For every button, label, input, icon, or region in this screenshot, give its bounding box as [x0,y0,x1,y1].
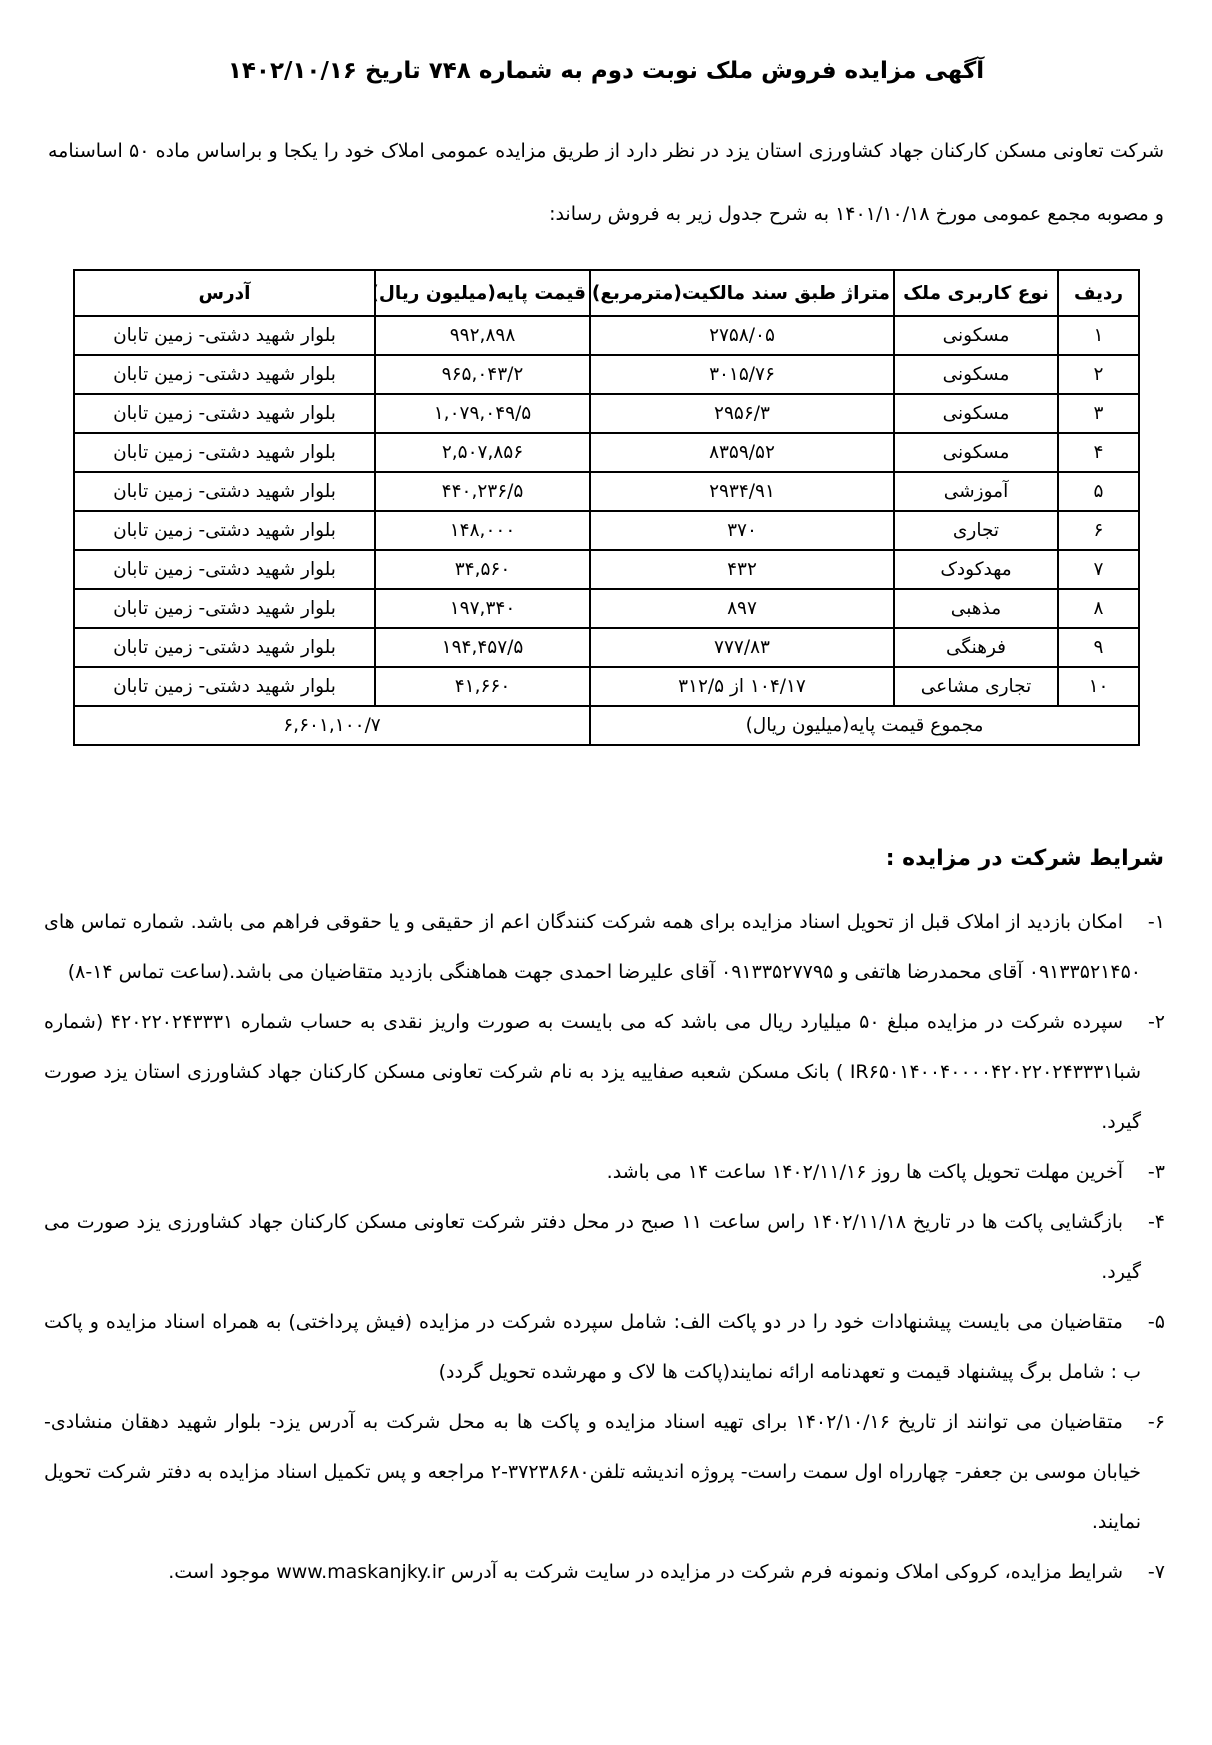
cell-usage: مسکونی [893,432,1059,473]
condition-item-4: ۴- بازگشایی پاکت ها در تاریخ ۱۴۰۲/۱۱/۱۸ ر… [44,1197,1165,1297]
cell-price: ۳۴,۵۶۰ [374,549,591,590]
condition-text: متقاضیان می بایست پیشنهادات خود را در دو… [44,1311,1141,1383]
cell-area: ۳۰۱۵/۷۶ [589,354,895,395]
cell-price: ۱۹۷,۳۴۰ [374,588,591,629]
table-total-row: مجموع قیمت پایه(میلیون ریال) ۶,۶۰۱,۱۰۰/۷ [73,705,1140,746]
cell-usage: آموزشی [893,471,1059,512]
cell-usage: مسکونی [893,393,1059,434]
cell-row-number: ۸ [1057,588,1140,629]
conditions-list: ۱- امکان بازدید از املاک قبل از تحویل اسن… [44,897,1165,1597]
cell-area: ۲۷۵۸/۰۵ [589,315,895,356]
cell-row-number: ۲ [1057,354,1140,395]
table-row: ۹ فرهنگی ۷۷۷/۸۳ ۱۹۴,۴۵۷/۵ بلوار شهید دشت… [73,627,1140,668]
page-title: آگهی مزایده فروش ملک نوبت دوم به شماره ۷… [227,58,985,84]
table-row: ۶ تجاری ۳۷۰ ۱۴۸,۰۰۰ بلوار شهید دشتی- زمی… [73,510,1140,551]
table-row: ۱ مسکونی ۲۷۵۸/۰۵ ۹۹۲,۸۹۸ بلوار شهید دشتی… [73,315,1140,356]
condition-number: ۵- [1147,1311,1165,1333]
table-row: ۱۰ تجاری مشاعی ۱۰۴/۱۷ از ۳۱۲/۵ ۴۱,۶۶۰ بل… [73,666,1140,707]
header-cell-row-number: ردیف [1057,269,1140,317]
cell-row-number: ۳ [1057,393,1140,434]
properties-table: ردیف نوع کاربری ملک متراژ طبق سند مالکیت… [73,269,1140,746]
cell-address: بلوار شهید دشتی- زمین تابان [73,432,376,473]
cell-price: ۲,۵۰۷,۸۵۶ [374,432,591,473]
condition-number: ۱- [1147,911,1165,933]
cell-area: ۱۰۴/۱۷ از ۳۱۲/۵ [589,666,895,707]
cell-price: ۱,۰۷۹,۰۴۹/۵ [374,393,591,434]
cell-row-number: ۱ [1057,315,1140,356]
table-row: ۲ مسکونی ۳۰۱۵/۷۶ ۹۶۵,۰۴۳/۲ بلوار شهید دش… [73,354,1140,395]
header-cell-usage: نوع کاربری ملک [893,269,1059,317]
total-value-cell: ۶,۶۰۱,۱۰۰/۷ [73,705,591,746]
condition-text: سپرده شرکت در مزایده مبلغ ۵۰ میلیارد ریا… [44,1011,1141,1133]
cell-usage: تجاری [893,510,1059,551]
cell-area: ۲۹۵۶/۳ [589,393,895,434]
cell-address: بلوار شهید دشتی- زمین تابان [73,549,376,590]
condition-item-1: ۱- امکان بازدید از املاک قبل از تحویل اسن… [44,897,1165,997]
condition-number: ۳- [1147,1161,1165,1183]
cell-usage: مسکونی [893,354,1059,395]
cell-address: بلوار شهید دشتی- زمین تابان [73,315,376,356]
table-row: ۵ آموزشی ۲۹۳۴/۹۱ ۴۴۰,۲۳۶/۵ بلوار شهید دش… [73,471,1140,512]
cell-area: ۷۷۷/۸۳ [589,627,895,668]
cell-address: بلوار شهید دشتی- زمین تابان [73,666,376,707]
condition-item-6: ۶- متقاضیان می توانند از تاریخ ۱۴۰۲/۱۰/۱۶… [44,1397,1165,1547]
condition-text: متقاضیان می توانند از تاریخ ۱۴۰۲/۱۰/۱۶ ب… [44,1411,1141,1533]
condition-number: ۶- [1147,1411,1165,1433]
header-cell-address: آدرس [73,269,376,317]
cell-row-number: ۵ [1057,471,1140,512]
cell-price: ۴۱,۶۶۰ [374,666,591,707]
cell-address: بلوار شهید دشتی- زمین تابان [73,354,376,395]
table-row: ۴ مسکونی ۸۳۵۹/۵۲ ۲,۵۰۷,۸۵۶ بلوار شهید دش… [73,432,1140,473]
condition-item-5: ۵- متقاضیان می بایست پیشنهادات خود را در … [44,1297,1165,1397]
intro-paragraph: شرکت تعاونی مسکن کارکنان جهاد کشاورزی اس… [48,140,1164,225]
conditions-heading: شرایط شرکت در مزایده : [885,846,1164,871]
cell-address: بلوار شهید دشتی- زمین تابان [73,627,376,668]
cell-usage: مذهبی [893,588,1059,629]
cell-price: ۱۴۸,۰۰۰ [374,510,591,551]
cell-usage: فرهنگی [893,627,1059,668]
cell-address: بلوار شهید دشتی- زمین تابان [73,471,376,512]
cell-usage: مسکونی [893,315,1059,356]
cell-row-number: ۶ [1057,510,1140,551]
cell-area: ۴۳۲ [589,549,895,590]
table-header-row: ردیف نوع کاربری ملک متراژ طبق سند مالکیت… [73,269,1140,317]
cell-price: ۹۹۲,۸۹۸ [374,315,591,356]
condition-number: ۲- [1147,1011,1166,1033]
cell-address: بلوار شهید دشتی- زمین تابان [73,588,376,629]
header-cell-area: متراژ طبق سند مالکیت(مترمربع) [589,269,895,317]
cell-area: ۸۳۵۹/۵۲ [589,432,895,473]
table-row: ۳ مسکونی ۲۹۵۶/۳ ۱,۰۷۹,۰۴۹/۵ بلوار شهید د… [73,393,1140,434]
cell-area: ۲۹۳۴/۹۱ [589,471,895,512]
cell-price: ۴۴۰,۲۳۶/۵ [374,471,591,512]
condition-number: ۴- [1147,1211,1166,1233]
cell-row-number: ۱۰ [1057,666,1140,707]
total-label-cell: مجموع قیمت پایه(میلیون ریال) [589,705,1140,746]
cell-price: ۹۶۵,۰۴۳/۲ [374,354,591,395]
cell-area: ۸۹۷ [589,588,895,629]
condition-text: شرایط مزایده، کروکی املاک ونمونه فرم شرک… [168,1561,1123,1583]
condition-item-7: ۷- شرایط مزایده، کروکی املاک ونمونه فرم ش… [44,1547,1165,1597]
header-cell-price: قیمت پایه(میلیون ریال) [374,269,591,317]
cell-usage: مهدکودک [893,549,1059,590]
condition-text: بازگشایی پاکت ها در تاریخ ۱۴۰۲/۱۱/۱۸ راس… [44,1211,1141,1283]
cell-row-number: ۷ [1057,549,1140,590]
cell-address: بلوار شهید دشتی- زمین تابان [73,510,376,551]
table-row: ۸ مذهبی ۸۹۷ ۱۹۷,۳۴۰ بلوار شهید دشتی- زمی… [73,588,1140,629]
cell-usage: تجاری مشاعی [893,666,1059,707]
cell-row-number: ۴ [1057,432,1140,473]
cell-row-number: ۹ [1057,627,1140,668]
cell-address: بلوار شهید دشتی- زمین تابان [73,393,376,434]
table-row: ۷ مهدکودک ۴۳۲ ۳۴,۵۶۰ بلوار شهید دشتی- زم… [73,549,1140,590]
condition-text: آخرین مهلت تحویل پاکت ها روز ۱۴۰۲/۱۱/۱۶ … [606,1161,1123,1183]
cell-area: ۳۷۰ [589,510,895,551]
condition-item-3: ۳- آخرین مهلت تحویل پاکت ها روز ۱۴۰۲/۱۱/۱… [44,1147,1165,1197]
condition-number: ۷- [1147,1561,1165,1583]
cell-price: ۱۹۴,۴۵۷/۵ [374,627,591,668]
condition-text: امکان بازدید از املاک قبل از تحویل اسناد… [44,911,1141,983]
condition-item-2: ۲- سپرده شرکت در مزایده مبلغ ۵۰ میلیارد ر… [44,997,1165,1147]
